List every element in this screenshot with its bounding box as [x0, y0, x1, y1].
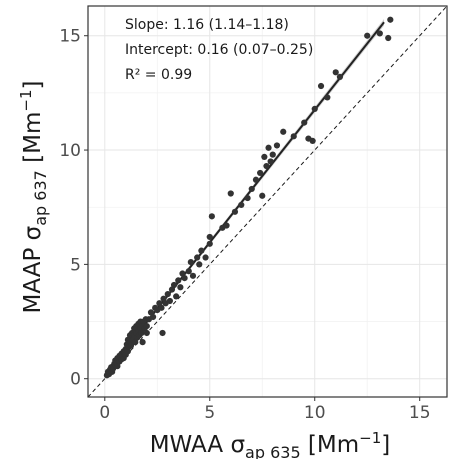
- x-axis-title-unit-close: ]: [381, 432, 390, 458]
- data-point: [127, 342, 135, 349]
- data-points: [103, 16, 394, 379]
- data-point: [387, 16, 394, 23]
- data-point: [143, 329, 150, 337]
- data-point: [227, 190, 234, 197]
- y-tick-label: 10: [59, 141, 81, 161]
- data-point: [261, 153, 268, 161]
- data-point: [265, 144, 272, 151]
- y-tick-label: 15: [59, 27, 81, 47]
- data-point: [206, 240, 213, 247]
- data-point: [223, 222, 230, 229]
- data-point: [177, 284, 184, 291]
- data-point: [376, 30, 383, 37]
- data-point: [252, 176, 260, 183]
- data-point: [185, 268, 192, 275]
- data-point: [280, 128, 287, 135]
- data-point: [317, 82, 325, 90]
- data-point: [231, 208, 239, 215]
- x-tick-label: 10: [304, 403, 326, 423]
- x-axis-title-unit-exponent: −1: [359, 429, 381, 447]
- plot-panel-border: [87, 5, 448, 398]
- data-point: [166, 297, 173, 305]
- reference-line-1to1: [87, 5, 448, 398]
- data-point: [196, 261, 203, 268]
- data-point: [301, 119, 308, 126]
- x-axis-title: MWAA σap 635 [Mm−1]: [150, 429, 391, 459]
- y-tick-label: 0: [70, 370, 81, 390]
- x-tick-label: 15: [409, 403, 431, 423]
- data-point: [267, 158, 274, 165]
- data-point: [244, 194, 251, 202]
- data-point: [173, 293, 180, 300]
- data-point: [336, 73, 344, 80]
- x-axis-title-unit: [Mm: [301, 432, 360, 458]
- y-axis-ticks: 0 5 10 15: [59, 27, 88, 390]
- data-point: [238, 201, 245, 209]
- data-point: [385, 34, 392, 42]
- data-point: [202, 254, 209, 261]
- intercept-annotation: Intercept: 0.16 (0.07–0.25): [125, 42, 313, 58]
- y-tick-label: 5: [70, 255, 81, 275]
- data-point: [138, 329, 145, 337]
- data-point: [273, 142, 281, 149]
- data-point: [170, 281, 178, 289]
- data-point: [263, 162, 270, 170]
- r-squared-annotation: R² = 0.99: [125, 67, 192, 83]
- data-point: [311, 105, 318, 112]
- y-axis-title-unit-close: ]: [20, 81, 46, 90]
- data-point: [364, 32, 371, 39]
- y-axis-title-unit: [Mm: [20, 112, 46, 171]
- data-point: [332, 69, 339, 76]
- data-point: [206, 233, 213, 241]
- slope-annotation: Slope: 1.16 (1.14–1.18): [125, 17, 289, 33]
- x-axis-title-main: MWAA σ: [150, 432, 245, 458]
- data-point: [269, 151, 276, 158]
- y-axis-title-main: MAAP σ: [20, 226, 46, 314]
- data-point: [208, 213, 215, 220]
- data-point: [309, 137, 316, 145]
- data-point: [149, 313, 157, 321]
- data-point: [290, 133, 297, 140]
- data-point: [324, 94, 331, 101]
- data-point: [143, 323, 150, 330]
- y-axis-title-subscript: ap 637: [31, 170, 50, 226]
- x-tick-label: 0: [99, 403, 110, 423]
- y-axis-title: MAAP σap 637 [Mm−1]: [17, 81, 50, 314]
- data-point: [164, 291, 171, 298]
- data-point: [198, 247, 205, 254]
- x-axis-ticks: 0 5 10 15: [99, 397, 431, 423]
- data-point: [187, 258, 194, 266]
- x-tick-label: 5: [204, 403, 215, 423]
- data-point: [194, 254, 201, 261]
- data-point: [139, 339, 146, 346]
- y-axis-title-unit-exponent: −1: [17, 90, 35, 112]
- data-point: [181, 274, 188, 282]
- dashed-1to1-line: [87, 5, 448, 398]
- x-axis-title-subscript: ap 635: [245, 443, 301, 459]
- data-point: [248, 185, 255, 193]
- data-point: [159, 329, 166, 337]
- data-point: [259, 192, 266, 199]
- data-point: [175, 277, 182, 284]
- data-point: [257, 169, 264, 177]
- data-point: [189, 272, 197, 279]
- data-point: [158, 304, 165, 311]
